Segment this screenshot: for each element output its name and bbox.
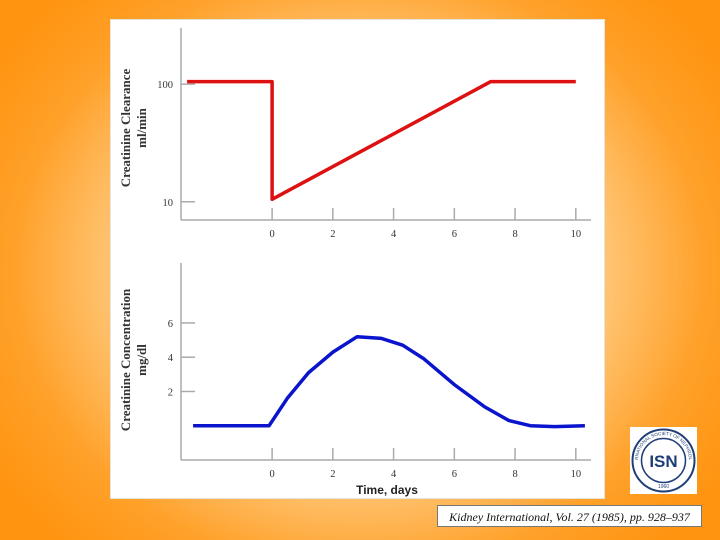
logo-year-text: 1960 (658, 484, 669, 490)
top-x-tick-label: 10 (571, 229, 582, 240)
top-y-tick-label: 10 (163, 198, 174, 209)
clearance-chart: 0 2 4 6 8 10 10 100 Creatinine Clearance ml/min (118, 28, 591, 240)
top-ylabel-line2: ml/min (134, 107, 149, 147)
bottom-y-tick-label: 2 (168, 387, 173, 398)
top-axis-ticks: 0 2 4 6 8 10 10 100 (157, 80, 581, 240)
concentration-series-line (193, 334, 585, 429)
bottom-x-tick-label: 10 (571, 469, 582, 480)
bottom-ylabel-line1: Creatinine Concentration (118, 288, 133, 431)
concentration-chart: 0 2 4 6 8 10 2 4 6 Creatinine Concentration mg/d… (118, 263, 591, 497)
top-y-tick-label: 100 (157, 80, 173, 91)
x-axis-label: Time, days (356, 483, 418, 497)
figure-panel: 0 2 4 6 8 10 10 100 Creatinine Clearance ml/min… (111, 20, 604, 498)
bottom-ylabel-line2: mg/dl (134, 344, 149, 376)
logo-isn-text: ISN (649, 452, 677, 471)
top-x-tick-label: 0 (269, 229, 274, 240)
isn-logo: INTERNATIONAL SOCIETY OF NEPHROLOGY ISN … (630, 427, 697, 494)
top-x-tick-label: 4 (391, 229, 397, 240)
bottom-x-tick-label: 4 (391, 469, 397, 480)
clearance-series-line (187, 79, 576, 202)
bottom-x-tick-label: 0 (269, 469, 274, 480)
citation-caption: Kidney International, Vol. 27 (1985), pp… (437, 505, 702, 527)
bottom-x-tick-label: 8 (512, 469, 517, 480)
bottom-x-tick-label: 2 (330, 469, 335, 480)
bottom-axis-ticks: 0 2 4 6 8 10 2 4 6 (168, 319, 581, 480)
top-x-tick-label: 2 (330, 229, 335, 240)
bottom-y-tick-label: 4 (168, 353, 174, 364)
top-x-tick-label: 6 (452, 229, 457, 240)
top-x-tick-label: 8 (512, 229, 517, 240)
bottom-x-tick-label: 6 (452, 469, 457, 480)
bottom-y-tick-label: 6 (168, 319, 173, 330)
top-ylabel-line1: Creatinine Clearance (118, 69, 133, 188)
